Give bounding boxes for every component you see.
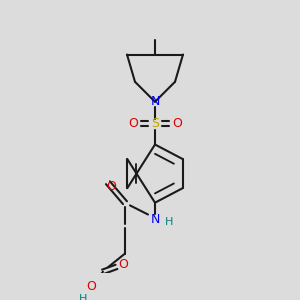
Text: N: N [150,95,160,108]
Text: O: O [128,117,138,130]
Text: H: H [79,294,87,300]
Text: H: H [165,217,173,227]
Text: S: S [151,117,159,130]
Text: O: O [172,117,182,130]
Text: N: N [150,212,160,226]
Text: O: O [86,280,96,293]
Text: O: O [118,258,128,271]
Text: O: O [106,180,116,193]
